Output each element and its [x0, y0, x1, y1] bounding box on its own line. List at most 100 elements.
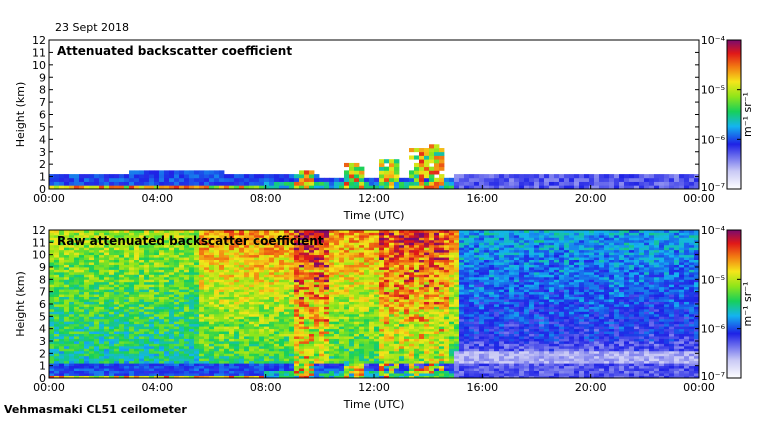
heatmap-cell: [254, 366, 259, 369]
heatmap-cell: [254, 353, 259, 356]
heatmap-cell: [214, 297, 219, 300]
heatmap-cell: [229, 267, 234, 270]
heatmap-cell: [99, 178, 104, 182]
heatmap-cell: [309, 257, 314, 260]
heatmap-cell: [244, 262, 249, 265]
heatmap-cell: [384, 287, 389, 290]
heatmap-cell: [299, 255, 304, 258]
heatmap-cell: [169, 260, 174, 263]
heatmap-cell: [109, 279, 114, 282]
heatmap-cell: [564, 174, 569, 178]
heatmap-cell: [94, 343, 99, 346]
heatmap-cell: [404, 265, 409, 268]
heatmap-cell: [54, 287, 59, 290]
heatmap-cell: [114, 336, 119, 339]
heatmap-cell: [359, 363, 364, 366]
heatmap-cell: [384, 299, 389, 302]
heatmap-cell: [144, 294, 149, 297]
heatmap-cell: [159, 299, 164, 302]
heatmap-cell: [269, 314, 274, 317]
heatmap-cell: [184, 178, 189, 182]
heatmap-cell: [354, 371, 359, 374]
heatmap-cell: [304, 252, 309, 255]
heatmap-cell: [344, 292, 349, 295]
heatmap-cell: [269, 277, 274, 280]
heatmap-cell: [49, 294, 54, 297]
heatmap-cell: [364, 255, 369, 258]
heatmap-cell: [224, 321, 229, 324]
heatmap-cell: [349, 282, 354, 285]
heatmap-cell: [64, 316, 69, 319]
heatmap-cell: [149, 252, 154, 255]
heatmap-cell: [179, 351, 184, 354]
heatmap-cell: [129, 269, 134, 272]
heatmap-cell: [314, 366, 319, 369]
heatmap-cell: [314, 341, 319, 344]
heatmap-cell: [129, 182, 134, 186]
heatmap-cell: [189, 326, 194, 329]
heatmap-cell: [354, 363, 359, 366]
heatmap-cell: [354, 353, 359, 356]
heatmap-cell: [329, 237, 334, 240]
heatmap-cell: [64, 277, 69, 280]
heatmap-cell: [289, 341, 294, 344]
heatmap-cell: [184, 373, 189, 376]
heatmap-cell: [174, 178, 179, 182]
heatmap-cell: [259, 282, 264, 285]
heatmap-cell: [349, 247, 354, 250]
heatmap-cell: [389, 351, 394, 354]
heatmap-cell: [54, 274, 59, 277]
heatmap-cell: [99, 282, 104, 285]
heatmap-cell: [389, 311, 394, 314]
heatmap-cell: [314, 250, 319, 253]
heatmap-cell: [304, 289, 309, 292]
heatmap-cell: [74, 267, 79, 270]
heatmap-cell: [394, 294, 399, 297]
heatmap-cell: [294, 361, 299, 364]
heatmap-cell: [304, 182, 309, 186]
heatmap-cell: [379, 346, 384, 349]
heatmap-cell: [259, 366, 264, 369]
heatmap-cell: [479, 178, 484, 182]
heatmap-cell: [59, 282, 64, 285]
heatmap-cell: [324, 292, 329, 295]
heatmap-cell: [184, 277, 189, 280]
heatmap-cell: [74, 292, 79, 295]
heatmap-cell: [59, 257, 64, 260]
heatmap-cell: [319, 289, 324, 292]
heatmap-cell: [269, 371, 274, 374]
heatmap-cell: [434, 144, 439, 148]
heatmap-cell: [74, 309, 79, 312]
heatmap-cell: [179, 324, 184, 327]
heatmap-cell: [54, 289, 59, 292]
heatmap-cell: [274, 321, 279, 324]
heatmap-cell: [374, 368, 379, 371]
heatmap-cell: [229, 324, 234, 327]
heatmap-cell: [134, 297, 139, 300]
heatmap-cell: [64, 343, 69, 346]
heatmap-cell: [189, 250, 194, 253]
heatmap-cell: [159, 284, 164, 287]
heatmap-cell: [529, 174, 534, 178]
heatmap-cell: [234, 262, 239, 265]
heatmap-cell: [134, 294, 139, 297]
heatmap-cell: [314, 289, 319, 292]
heatmap-cell: [84, 363, 89, 366]
heatmap-cell: [684, 174, 689, 178]
heatmap-cell: [319, 336, 324, 339]
heatmap-cell: [64, 321, 69, 324]
heatmap-cell: [224, 311, 229, 314]
heatmap-cell: [149, 348, 154, 351]
heatmap-cell: [354, 279, 359, 282]
heatmap-cell: [179, 316, 184, 319]
heatmap-cell: [99, 321, 104, 324]
heatmap-cell: [359, 260, 364, 263]
heatmap-cell: [329, 314, 334, 317]
heatmap-cell: [194, 371, 199, 374]
heatmap-cell: [69, 371, 74, 374]
heatmap-cell: [379, 366, 384, 369]
heatmap-cell: [254, 356, 259, 359]
heatmap-cell: [269, 331, 274, 334]
heatmap-cell: [334, 334, 339, 337]
heatmap-cell: [259, 269, 264, 272]
